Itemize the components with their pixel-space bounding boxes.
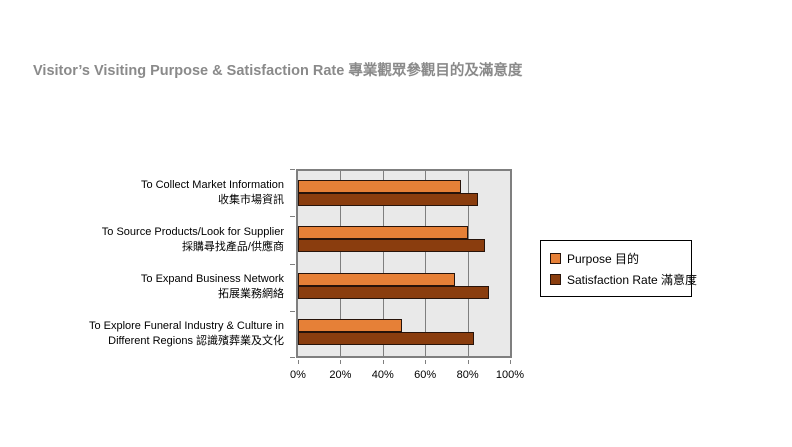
bar-purpose-3 xyxy=(298,318,402,332)
category-band-2 xyxy=(298,264,510,310)
category-band-1 xyxy=(298,217,510,263)
y-tick-2 xyxy=(290,263,295,265)
x-tick-40% xyxy=(382,360,384,364)
y-tick-3 xyxy=(290,310,295,312)
legend-item-satisfaction: Satisfaction Rate 滿意度 xyxy=(550,269,697,290)
category-label-line1: To Expand Business Network xyxy=(140,273,284,286)
category-label-line2: Different Regions 認識殯葬業及文化 xyxy=(108,335,284,348)
category-label-line2: 收集市場資訊 xyxy=(218,193,284,206)
legend-label-satisfaction: Satisfaction Rate 滿意度 xyxy=(567,273,698,287)
legend-item-purpose: Purpose 目的 xyxy=(550,248,689,269)
x-label-100%: 100% xyxy=(495,369,525,381)
category-label-2: To Expand Business Network 拓展業務網絡 xyxy=(40,264,284,311)
y-tick-4 xyxy=(290,357,295,358)
chart-title: Visitor’s Visiting Purpose & Satisfactio… xyxy=(33,63,523,79)
category-label-1: To Source Products/Look for Supplier 採購尋找… xyxy=(40,216,284,263)
bar-satisfaction-3 xyxy=(298,331,474,345)
legend: Purpose 目的 Satisfaction Rate 滿意度 xyxy=(540,240,697,297)
category-label-0: To Collect Market Information 收集市場資訊 xyxy=(40,169,284,216)
category-axis-labels: To Collect Market Information 收集市場資訊 To So… xyxy=(40,169,290,358)
category-label-line2: 拓展業務網絡 xyxy=(218,288,284,301)
bar-satisfaction-1 xyxy=(298,239,485,253)
bar-purpose-2 xyxy=(298,272,455,286)
category-axis-ticks xyxy=(290,169,295,358)
category-label-3: To Explore Funeral Industry & Culture in… xyxy=(40,311,284,358)
bar-satisfaction-2 xyxy=(298,285,489,299)
x-label-0%: 0% xyxy=(290,369,306,381)
satisfaction-swatch-icon xyxy=(550,274,561,285)
category-label-line2: 採購尋找產品/供應商 xyxy=(181,240,284,253)
value-axis-ticks xyxy=(298,360,511,364)
gridline-60 xyxy=(425,171,427,356)
x-tick-20% xyxy=(340,360,342,364)
category-label-line1: To Explore Funeral Industry & Culture in xyxy=(88,320,284,333)
gridline-20 xyxy=(340,171,342,356)
y-tick-1 xyxy=(290,216,295,218)
x-tick-60% xyxy=(425,360,427,364)
legend-label-purpose: Purpose 目的 xyxy=(567,252,640,266)
gridline-40 xyxy=(382,171,384,356)
x-tick-80% xyxy=(467,360,469,364)
gridline-80 xyxy=(467,171,469,356)
x-label-40%: 40% xyxy=(371,369,394,381)
category-band-0 xyxy=(298,171,510,217)
category-band-3 xyxy=(298,310,510,356)
x-tick-0% xyxy=(298,360,299,364)
purpose-swatch-icon xyxy=(550,253,561,264)
y-tick-0 xyxy=(290,169,295,170)
x-tick-100% xyxy=(510,360,511,364)
x-label-20%: 20% xyxy=(329,369,352,381)
x-label-80%: 80% xyxy=(456,369,479,381)
value-axis-labels: 0% 20% 40% 60% 80% 100% xyxy=(290,369,524,383)
bar-purpose-0 xyxy=(298,180,462,193)
bar-purpose-1 xyxy=(298,226,468,240)
bar-satisfaction-0 xyxy=(298,193,479,206)
x-label-60%: 60% xyxy=(414,369,437,381)
category-label-line1: To Collect Market Information xyxy=(140,178,284,191)
plot-area xyxy=(296,169,512,358)
category-label-line1: To Source Products/Look for Supplier xyxy=(101,225,284,238)
